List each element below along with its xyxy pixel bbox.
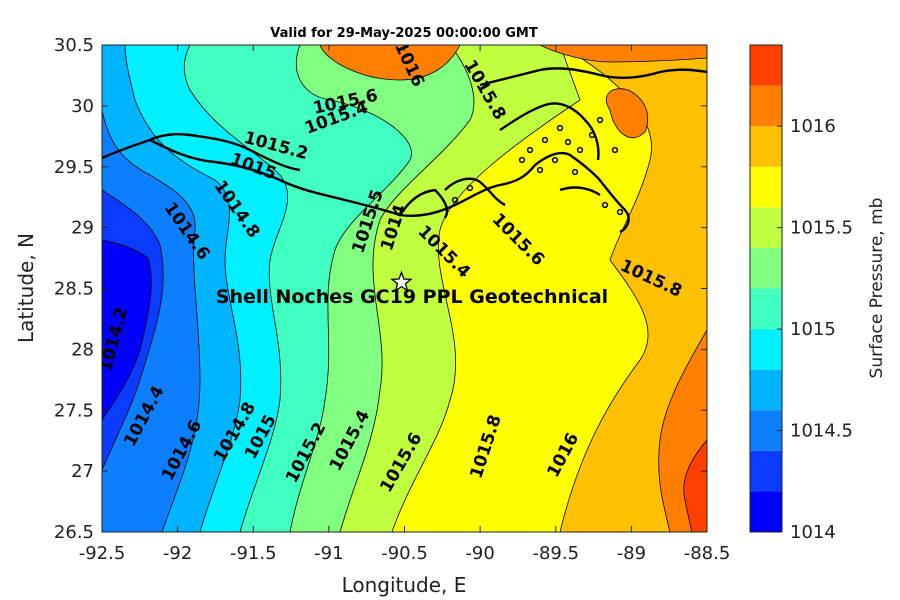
colorbar-segment <box>750 329 782 370</box>
x-tick-label: -91 <box>314 543 343 564</box>
site-annotation: Shell Noches GC19 PPL Geotechnical <box>216 286 608 308</box>
colorbar-tick-label: 1015 <box>790 319 836 340</box>
x-axis-ticks: -92.5 -92 -91.5 -91 -90.5 -90 -89.5 -89 -88.5 <box>79 45 731 564</box>
colorbar-segment <box>750 166 782 208</box>
colorbar-segment <box>750 247 782 289</box>
y-axis-ticks: 26.5 27 27.5 28 28.5 29 29.5 30 30.5 <box>54 35 707 543</box>
coastline-island <box>596 116 604 124</box>
coastline-island <box>588 131 596 139</box>
star-marker-icon <box>390 270 413 293</box>
colorbar: 1014 1014.5 1015 1015.5 1016 <box>749 44 853 543</box>
coastline-island <box>571 168 579 176</box>
y-tick-label: 29 <box>71 218 94 239</box>
coastline-segment <box>479 67 707 87</box>
x-tick-label: -89.5 <box>532 543 579 564</box>
y-tick-label: 30 <box>71 96 94 117</box>
y-tick-label: 29.5 <box>54 157 94 178</box>
chart-title: Valid for 29-May-2025 00:00:00 GMT <box>270 26 538 41</box>
coastline-island <box>536 166 544 174</box>
coastline-segment <box>444 177 506 207</box>
colorbar-segment <box>750 450 782 492</box>
colorbar-segment <box>750 410 782 451</box>
coastline-segment <box>149 133 301 172</box>
colorbar-segment <box>750 369 782 411</box>
x-tick-label: -91.5 <box>230 543 277 564</box>
colorbar-segment <box>750 85 782 127</box>
colorbar-segment <box>750 491 782 532</box>
x-tick-label: -90 <box>465 543 494 564</box>
colorbar-segment <box>750 45 782 86</box>
coastline-segment <box>499 102 600 161</box>
coastline-island <box>611 146 619 154</box>
coastline-segment <box>399 188 449 219</box>
x-tick-label: -90.5 <box>381 543 428 564</box>
coastline-segment <box>534 151 630 234</box>
colorbar-label: Surface Pressure, mb <box>867 198 887 379</box>
colorbar-tick-label: 1015.5 <box>790 218 853 239</box>
coastline-island <box>601 201 609 209</box>
colorbar-tick-label: 1014.5 <box>790 421 853 442</box>
coastline-island <box>556 124 564 132</box>
coastline-segment <box>102 138 536 217</box>
y-tick-label: 28 <box>71 339 94 360</box>
y-axis-label: Latitude, N <box>14 233 38 343</box>
coastline-island <box>518 156 526 164</box>
pressure-band <box>539 45 707 63</box>
x-tick-label: -92 <box>163 543 192 564</box>
x-tick-label: -88.5 <box>684 543 731 564</box>
coastline <box>102 67 707 234</box>
colorbar-tick-label: 1014 <box>790 522 836 543</box>
pressure-band <box>605 88 649 138</box>
y-tick-label: 26.5 <box>54 522 94 543</box>
colorbar-segment <box>750 207 782 248</box>
coastline-island <box>576 146 584 154</box>
x-tick-label: -92.5 <box>79 543 126 564</box>
coastline-island <box>616 208 624 216</box>
coastline-segment <box>559 186 601 197</box>
site-star <box>390 270 413 293</box>
colorbar-frame <box>749 44 783 533</box>
coastline-island <box>541 136 549 144</box>
x-axis-label: Longitude, E <box>342 573 467 597</box>
colorbar-segment <box>750 288 782 330</box>
coastline-island <box>564 138 572 146</box>
y-tick-label: 28.5 <box>54 279 94 300</box>
x-tick-label: -89 <box>617 543 646 564</box>
y-tick-label: 27 <box>71 461 94 482</box>
y-tick-label: 27.5 <box>54 400 94 421</box>
pressure-band <box>683 439 707 532</box>
pressure-band <box>319 45 461 81</box>
colorbar-tick-label: 1016 <box>790 116 836 137</box>
y-tick-label: 30.5 <box>54 35 94 56</box>
colorbar-segment <box>750 126 782 167</box>
coastline-island <box>526 146 534 154</box>
pressure-band <box>102 239 152 421</box>
coastline-island <box>551 156 559 164</box>
coastline-island <box>466 184 474 192</box>
coastline-island <box>451 196 459 204</box>
